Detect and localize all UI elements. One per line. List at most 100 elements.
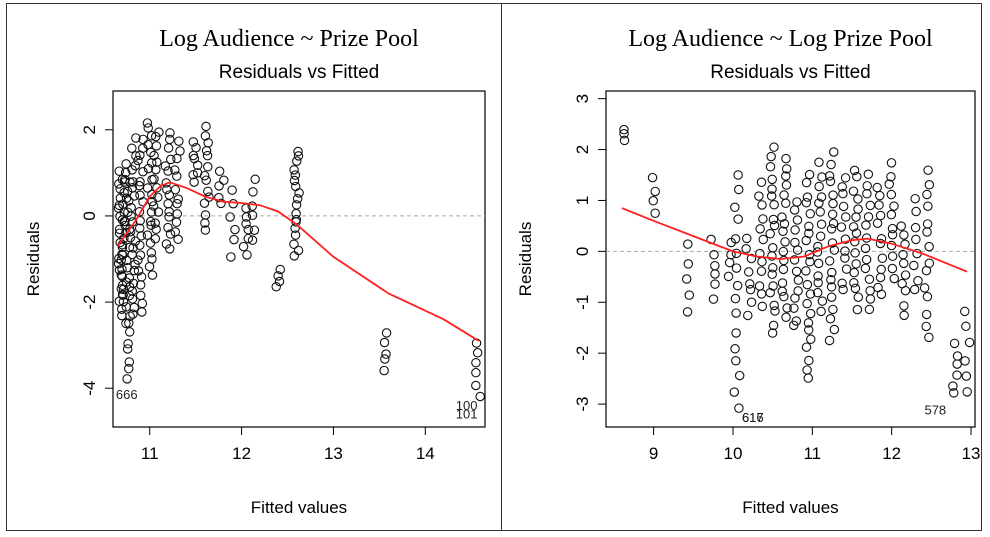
- data-point: [829, 245, 840, 255]
- data-point: [922, 219, 933, 229]
- data-point: [778, 246, 789, 257]
- data-point: [840, 253, 850, 263]
- y-tick-label: -2: [573, 346, 592, 361]
- data-point: [791, 316, 802, 326]
- data-point: [911, 206, 921, 217]
- data-point: [816, 192, 827, 202]
- data-point: [952, 351, 963, 361]
- data-point: [122, 344, 133, 354]
- data-point: [734, 403, 744, 413]
- data-point: [757, 256, 767, 267]
- data-point: [746, 297, 757, 308]
- data-point: [148, 201, 159, 211]
- data-point: [619, 124, 629, 135]
- data-point: [731, 263, 742, 273]
- data-point: [189, 177, 199, 187]
- data-point: [165, 128, 175, 138]
- data-point: [745, 284, 756, 295]
- chart-title: Log Audience ~ Log Prize Pool: [628, 26, 933, 52]
- data-point: [227, 185, 237, 195]
- data-point: [909, 260, 919, 271]
- data-point: [803, 318, 814, 328]
- data-point: [853, 204, 863, 214]
- data-point: [770, 306, 780, 316]
- data-point: [121, 318, 131, 329]
- data-point: [872, 182, 882, 193]
- data-point: [768, 263, 778, 273]
- data-point: [814, 198, 824, 208]
- data-point: [138, 134, 148, 145]
- data-point: [203, 186, 213, 197]
- data-point: [733, 214, 743, 224]
- data-point: [949, 338, 960, 349]
- data-point: [910, 193, 920, 204]
- data-point: [172, 171, 182, 181]
- data-point: [805, 208, 815, 219]
- data-point: [793, 275, 804, 285]
- data-point: [793, 286, 803, 296]
- data-point: [824, 171, 835, 181]
- data-point: [805, 289, 816, 299]
- data-point: [766, 191, 777, 201]
- data-point: [126, 202, 136, 213]
- data-point: [116, 270, 127, 280]
- data-point: [758, 214, 768, 224]
- data-point: [151, 164, 161, 175]
- data-point: [116, 304, 127, 314]
- data-point: [817, 172, 827, 182]
- data-point: [789, 205, 800, 215]
- data-point: [801, 342, 812, 352]
- data-point: [230, 224, 240, 235]
- data-point: [790, 225, 800, 235]
- data-point: [886, 158, 897, 168]
- data-point: [133, 155, 143, 166]
- data-point: [801, 197, 812, 208]
- data-point: [961, 371, 972, 381]
- data-point: [826, 292, 837, 302]
- data-point: [201, 175, 211, 185]
- data-point: [730, 234, 741, 244]
- data-point: [745, 279, 755, 289]
- data-point: [812, 287, 823, 298]
- data-point: [128, 278, 139, 289]
- data-point: [125, 311, 135, 321]
- data-point: [119, 233, 129, 244]
- chart-subtitle: Residuals vs Fitted: [219, 62, 380, 83]
- data-point: [684, 290, 695, 300]
- data-point: [247, 210, 258, 221]
- data-point: [852, 171, 862, 182]
- data-point: [379, 365, 389, 376]
- data-point: [889, 273, 900, 284]
- data-point: [952, 359, 962, 369]
- data-point: [381, 328, 392, 338]
- data-point: [733, 170, 743, 180]
- data-point: [804, 228, 814, 239]
- data-point: [214, 181, 224, 191]
- data-point: [247, 201, 257, 211]
- data-point: [804, 355, 814, 366]
- data-point: [755, 248, 765, 259]
- data-point: [650, 186, 660, 197]
- data-point: [779, 190, 789, 200]
- data-point: [172, 198, 182, 209]
- data-point: [619, 129, 629, 139]
- data-point: [815, 207, 825, 217]
- data-point: [781, 153, 791, 164]
- data-point: [471, 367, 481, 378]
- data-point: [921, 321, 931, 332]
- data-point: [123, 196, 134, 206]
- data-point: [960, 356, 970, 366]
- data-point: [294, 188, 304, 198]
- plot-area: [605, 90, 976, 428]
- data-point: [849, 165, 860, 176]
- data-point: [899, 310, 909, 321]
- data-point: [849, 267, 859, 278]
- data-point: [292, 193, 303, 204]
- data-point: [829, 147, 839, 157]
- data-point: [163, 166, 173, 176]
- data-point: [777, 212, 787, 222]
- data-point: [683, 239, 693, 249]
- data-point: [780, 237, 790, 247]
- data-point: [225, 212, 235, 222]
- data-point: [650, 208, 660, 218]
